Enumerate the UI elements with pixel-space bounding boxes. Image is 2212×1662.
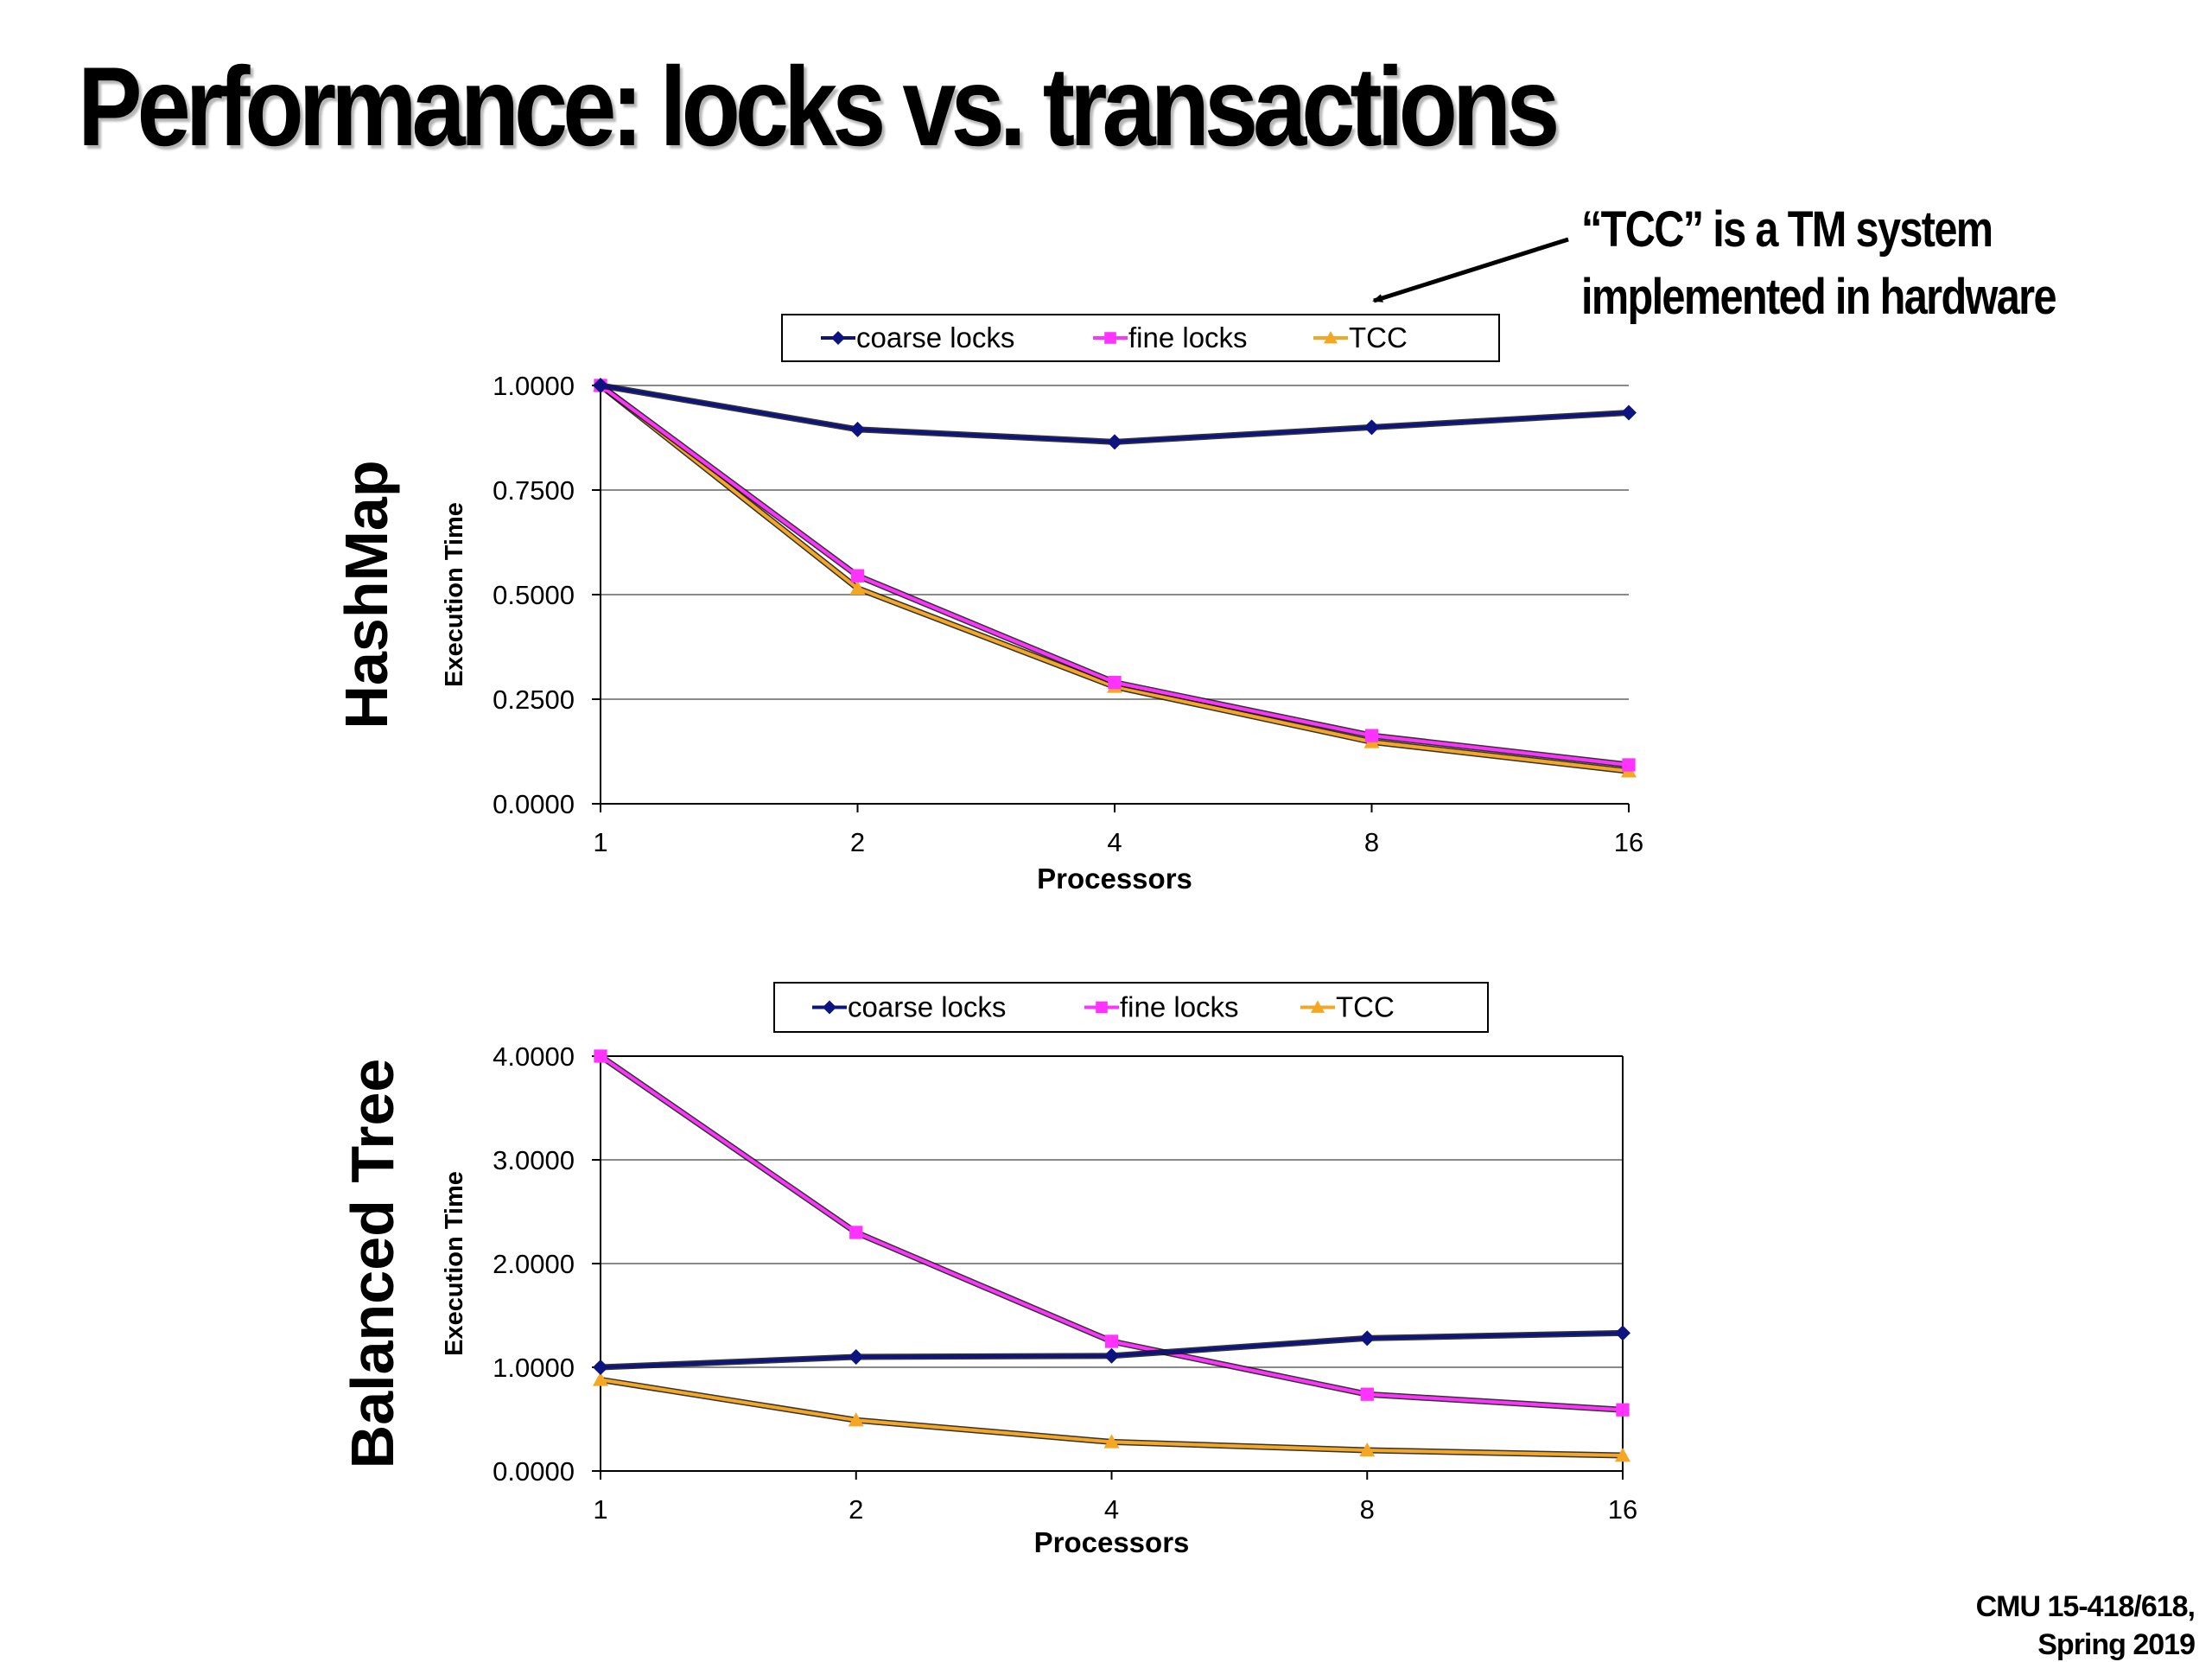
series-coarse-locks xyxy=(593,1325,1630,1375)
legend-label-tcc: TCC xyxy=(1349,322,1408,353)
x-tick-label: 8 xyxy=(1364,827,1379,857)
y-tick-label: 0.2500 xyxy=(493,685,575,715)
point-tcc xyxy=(1615,1448,1630,1462)
y-tick-label: 4.0000 xyxy=(493,1041,575,1072)
series-fine-locks xyxy=(594,1049,1630,1417)
course-footer: CMU 15-418/618, xyxy=(1975,1590,2196,1623)
legend-box xyxy=(773,982,1489,1033)
point-coarse-locks xyxy=(1359,1330,1376,1347)
point-tcc xyxy=(848,1412,864,1427)
point-coarse-locks xyxy=(1363,419,1380,436)
point-coarse-locks xyxy=(1621,404,1637,421)
x-axis-title: Processors xyxy=(1037,863,1192,895)
legend-label-fine-locks: fine locks xyxy=(1120,991,1239,1023)
series-line-shadow xyxy=(600,382,1630,445)
point-tcc xyxy=(1103,1434,1120,1449)
chart-row-label: Balanced Tree xyxy=(339,1059,406,1469)
point-tcc xyxy=(1359,1442,1376,1457)
y-tick-label: 0.5000 xyxy=(493,580,575,610)
point-coarse-locks xyxy=(593,1360,608,1375)
slide-title: Performance: locks vs. transactions xyxy=(78,43,1560,169)
point-fine-locks xyxy=(1616,1403,1630,1417)
legend-marker-tcc xyxy=(1311,1000,1325,1013)
y-axis-title: Execution Time xyxy=(441,1171,468,1356)
series-coarse-locks xyxy=(593,378,1637,450)
callout-line-1: “TCC” is a TM system xyxy=(1581,201,1993,258)
legend-label-coarse-locks: coarse locks xyxy=(848,991,1006,1023)
y-tick-label: 3.0000 xyxy=(493,1145,575,1175)
chart-balanced-tree: 0.0000 1.0000 2.0000 3.0000 4.0000 1 2 4 8 16 Proc… xyxy=(339,982,1637,1558)
point-fine-locks xyxy=(850,569,865,583)
legend-label-coarse-locks: coarse locks xyxy=(856,322,1014,353)
point-fine-locks xyxy=(1108,675,1122,690)
point-coarse-locks xyxy=(848,1349,864,1365)
x-tick-label: 1 xyxy=(593,1494,607,1525)
x-tick-label: 16 xyxy=(1608,1494,1637,1525)
x-tick-label: 4 xyxy=(1107,827,1122,857)
x-tick-label: 2 xyxy=(850,827,865,857)
x-tick-label: 4 xyxy=(1104,1494,1119,1525)
point-coarse-locks xyxy=(593,378,608,393)
y-tick-label: 2.0000 xyxy=(493,1249,575,1279)
x-tick-label: 2 xyxy=(849,1494,863,1525)
point-fine-locks xyxy=(594,1049,607,1063)
callout-line-2: implemented in hardware xyxy=(1581,269,2057,325)
legend-marker-fine-locks xyxy=(1096,1001,1108,1014)
x-tick-label: 16 xyxy=(1614,827,1643,857)
callout-arrow xyxy=(1372,237,1569,303)
legend-box xyxy=(781,314,1500,362)
y-tick-label: 0.0000 xyxy=(493,1456,575,1487)
series-fine-locks xyxy=(594,379,1636,772)
x-tick-label: 1 xyxy=(593,827,607,857)
point-fine-locks xyxy=(849,1226,863,1239)
x-axis-title: Processors xyxy=(1034,1526,1190,1558)
y-tick-label: 0.7500 xyxy=(493,475,575,506)
point-fine-locks xyxy=(1364,729,1379,742)
y-tick-label: 1.0000 xyxy=(493,1353,575,1383)
legend-marker-tcc xyxy=(1324,331,1338,344)
term-footer: Spring 2019 xyxy=(2037,1628,2196,1661)
point-coarse-locks xyxy=(1103,1347,1120,1364)
series-tcc xyxy=(593,1372,1630,1462)
point-coarse-locks xyxy=(1615,1325,1630,1341)
legend-marker-coarse-locks xyxy=(823,1000,836,1015)
legend: coarse locks fine locks TCC xyxy=(781,314,1500,362)
chart-row-label: HashMap xyxy=(333,460,400,729)
point-tcc xyxy=(849,580,866,595)
y-axis-title: Execution Time xyxy=(441,502,468,687)
point-coarse-locks xyxy=(849,421,866,437)
legend-marker-fine-locks xyxy=(1104,332,1116,344)
legend-label-tcc: TCC xyxy=(1336,991,1395,1023)
point-fine-locks xyxy=(1360,1387,1374,1401)
y-tick-label: 1.0000 xyxy=(493,371,575,401)
point-fine-locks xyxy=(1104,1334,1119,1348)
point-tcc xyxy=(593,1372,608,1386)
legend: coarse locks fine locks TCC xyxy=(773,982,1489,1033)
y-tick-label: 0.0000 xyxy=(493,789,575,819)
point-coarse-locks xyxy=(1107,434,1122,450)
legend-label-fine-locks: fine locks xyxy=(1128,322,1248,353)
x-tick-label: 8 xyxy=(1360,1494,1375,1525)
legend-marker-coarse-locks xyxy=(831,331,845,345)
point-fine-locks xyxy=(1622,758,1636,772)
chart-hashmap: 0.0000 0.2500 0.5000 0.7500 1.0000 1 2 4 8 16 Proc… xyxy=(333,314,1643,895)
